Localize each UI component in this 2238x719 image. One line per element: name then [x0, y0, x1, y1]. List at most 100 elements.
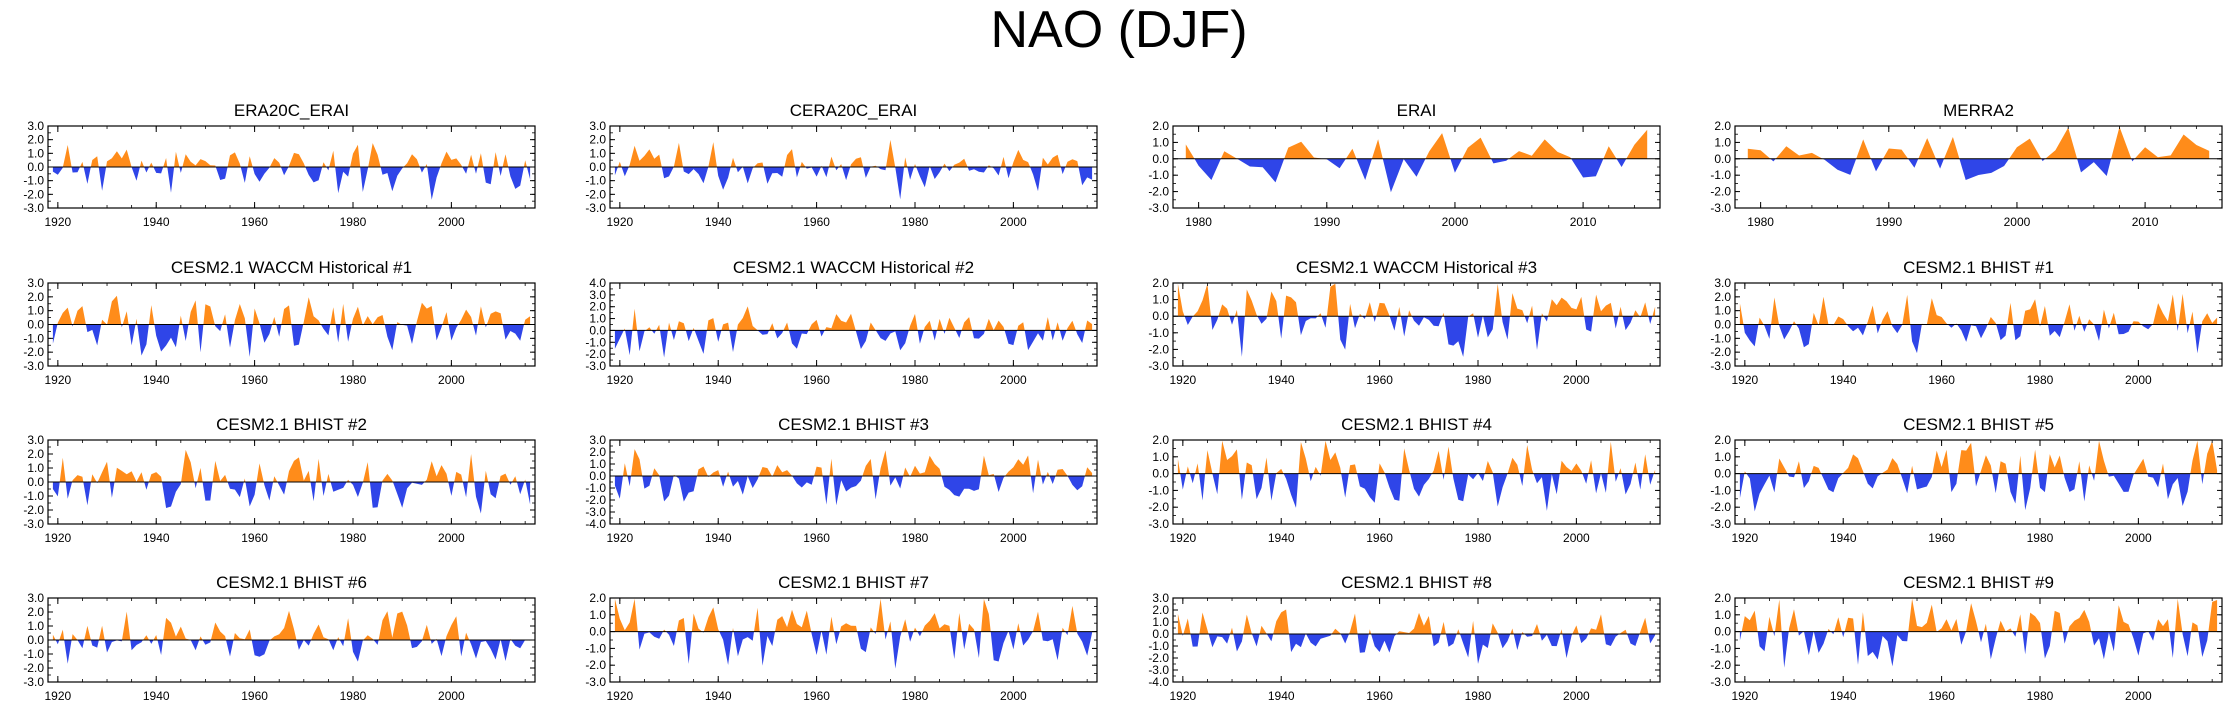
y-tick-label: 1.0: [1714, 304, 1731, 318]
y-tick-label: 1.0: [589, 146, 606, 160]
x-tick-label: 1920: [1169, 373, 1196, 387]
x-tick-label: 1960: [803, 215, 830, 229]
x-tick-label: 2000: [1000, 689, 1027, 703]
y-tick-label: 0.0: [1714, 152, 1731, 166]
y-tick-label: -2.0: [1148, 185, 1169, 199]
x-tick-label: 1920: [44, 373, 71, 387]
x-tick-label: 1940: [705, 531, 732, 545]
x-tick-label: 1940: [143, 215, 170, 229]
x-tick-label: 1920: [606, 531, 633, 545]
x-tick-label: 2000: [2125, 689, 2152, 703]
y-tick-label: 2.0: [27, 447, 44, 461]
panel-title: CESM2.1 BHIST #7: [778, 573, 929, 592]
x-tick-label: 1920: [1169, 689, 1196, 703]
y-tick-label: 0.0: [1714, 467, 1731, 481]
x-tick-label: 1920: [1169, 531, 1196, 545]
x-tick-label: 2000: [438, 373, 465, 387]
x-tick-label: 2000: [1000, 373, 1027, 387]
y-tick-label: 3.0: [1152, 591, 1169, 605]
x-tick-label: 1940: [143, 373, 170, 387]
y-tick-label: -2.0: [1710, 658, 1731, 672]
panel-5: CESM2.1 WACCM Historical #13.02.01.00.0-…: [23, 258, 536, 387]
y-tick-label: 3.0: [27, 119, 44, 133]
y-tick-label: -2.0: [23, 187, 44, 201]
y-tick-label: 0.0: [1714, 318, 1731, 332]
y-tick-label: 4.0: [589, 276, 606, 290]
y-tick-label: -1.0: [1710, 483, 1731, 497]
y-tick-label: -3.0: [585, 201, 606, 215]
y-tick-label: -3.0: [585, 675, 606, 689]
negative-area: [52, 482, 531, 514]
y-tick-label: 1.0: [1152, 450, 1169, 464]
y-tick-label: 0.0: [27, 160, 44, 174]
y-tick-label: 3.0: [27, 433, 44, 447]
y-tick-label: -1.0: [23, 647, 44, 661]
y-tick-label: 0.0: [1152, 627, 1169, 641]
plot-frame: [1172, 597, 1661, 683]
panel-title: CERA20C_ERAI: [790, 101, 918, 120]
negative-area: [1739, 631, 2218, 668]
x-tick-label: 1940: [1830, 531, 1857, 545]
x-tick-label: 1920: [1731, 689, 1758, 703]
panel-title: CESM2.1 BHIST #8: [1341, 573, 1492, 592]
x-tick-label: 1980: [1465, 531, 1492, 545]
y-tick-label: 2.0: [1152, 276, 1169, 290]
y-tick-label: -2.0: [1710, 185, 1731, 199]
panel-8: CESM2.1 BHIST #1 3.02.01.00.0-1.0-2.0-3.0…: [1710, 258, 2223, 387]
panel-4: MERRA2 2.0 1.0 0.0 -1.0 -2.0 -3.0 1980 1990 2000 2…: [1710, 101, 2223, 229]
x-tick-label: 1920: [44, 531, 71, 545]
y-tick-label: 1.0: [1152, 293, 1169, 307]
y-tick-label: -1.0: [23, 331, 44, 345]
x-tick-label: 1920: [606, 215, 633, 229]
panel-title: CESM2.1 BHIST #9: [1903, 573, 2054, 592]
panel-title: CESM2.1 BHIST #4: [1341, 415, 1492, 434]
panel-6: CESM2.1 WACCM Historical #2 4.03.02.01.00…: [585, 258, 1098, 387]
panel-title: CESM2.1 WACCM Historical #3: [1296, 258, 1537, 277]
panel-3: ERAI 2.0 1.0 0.0 -1.0 -2.0 -3.0 1980 1990 2000 201…: [1148, 101, 1661, 229]
y-tick-label: 0.0: [1152, 152, 1169, 166]
panel-11: CESM2.1 BHIST #4 2.0 1.0 0.0 -1.0 -2.0 -3.0192…: [1148, 415, 1661, 545]
y-tick-label: -1.0: [1148, 483, 1169, 497]
x-tick-label: 2000: [438, 531, 465, 545]
y-tick-label: 1.0: [27, 304, 44, 318]
y-tick-label: -2.0: [1710, 500, 1731, 514]
y-tick-label: 2.0: [1152, 119, 1169, 133]
y-tick-label: 1.0: [1152, 135, 1169, 149]
positive-area: [1177, 283, 1656, 317]
y-tick-label: -3.0: [1710, 359, 1731, 373]
panel-title: CESM2.1 BHIST #3: [778, 415, 929, 434]
y-tick-label: -3.0: [23, 517, 44, 531]
x-tick-label: 1980: [2027, 373, 2054, 387]
y-tick-label: 2.0: [1152, 433, 1169, 447]
x-tick-label: 1920: [1731, 531, 1758, 545]
x-tick-label: 1980: [902, 531, 929, 545]
x-tick-label: 1980: [1465, 373, 1492, 387]
x-tick-label: 1920: [44, 689, 71, 703]
positive-area: [614, 139, 1093, 167]
y-tick-label: -3.0: [1148, 201, 1169, 215]
x-tick-label: 1980: [2027, 531, 2054, 545]
y-tick-label: 2.0: [1714, 290, 1731, 304]
x-tick-label: 2000: [1563, 373, 1590, 387]
x-tick-label: 1940: [1268, 689, 1295, 703]
x-tick-label: 2000: [2004, 215, 2031, 229]
negative-area: [614, 476, 1093, 506]
y-tick-label: 2.0: [589, 300, 606, 314]
positive-area: [52, 143, 531, 167]
y-tick-label: 2.0: [1714, 591, 1731, 605]
negative-area: [1177, 634, 1656, 664]
x-tick-label: 1960: [241, 373, 268, 387]
positive-area: [614, 306, 1093, 331]
panel-title: CESM2.1 WACCM Historical #1: [171, 258, 412, 277]
x-tick-label: 2000: [438, 689, 465, 703]
x-tick-label: 1980: [2027, 689, 2054, 703]
panel-7: CESM2.1 WACCM Historical #3 2.0 1.0 0.0 -1.0…: [1148, 258, 1661, 387]
y-tick-label: 1.0: [589, 608, 606, 622]
y-tick-label: 2.0: [589, 591, 606, 605]
positive-area: [1739, 598, 2218, 632]
y-tick-label: -1.0: [585, 481, 606, 495]
x-tick-label: 1940: [705, 215, 732, 229]
positive-area: [1185, 129, 1648, 159]
y-tick-label: -3.0: [1148, 517, 1169, 531]
